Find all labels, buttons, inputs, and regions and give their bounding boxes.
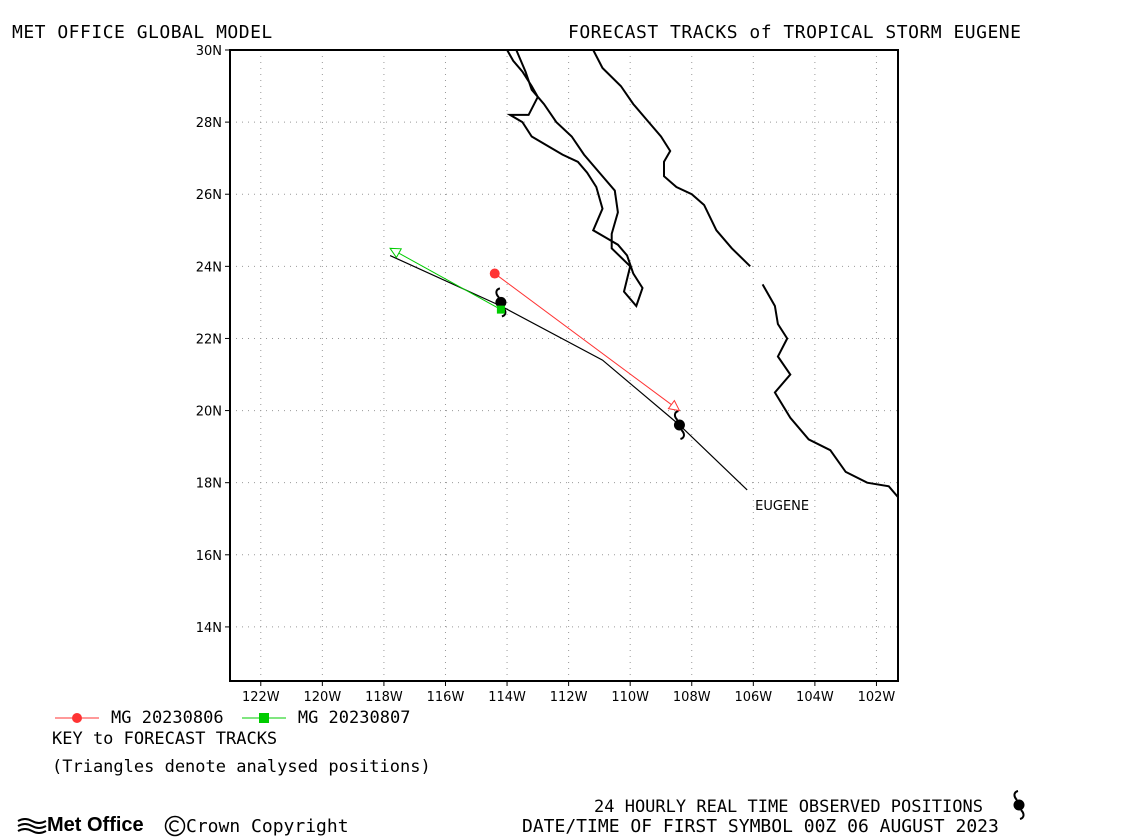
header-right-title: FORECAST TRACKS of TROPICAL STORM EUGENE bbox=[568, 22, 1022, 43]
map-axes: 30N 28N 26N 24N 22N 20N 18N 16N 14N 122W 120W 118W 1… bbox=[196, 44, 896, 705]
forecast-tracks bbox=[389, 247, 681, 412]
lat-label: 14N bbox=[196, 621, 222, 636]
lon-label: 122W bbox=[242, 690, 280, 705]
coastline bbox=[506, 49, 899, 498]
legend-marker-0807 bbox=[241, 713, 286, 723]
legend: MG 20230806 MG 20230807 bbox=[55, 708, 418, 730]
observed-positions-text: 24 HOURLY REAL TIME OBSERVED POSITIONS bbox=[594, 797, 983, 817]
key-note: (Triangles denote analysed positions) bbox=[52, 757, 431, 777]
legend-label-0806: MG 20230806 bbox=[111, 708, 224, 728]
first-symbol-datetime: DATE/TIME OF FIRST SYMBOL 00Z 06 AUGUST … bbox=[522, 816, 999, 837]
forecast-track-line bbox=[494, 273, 680, 411]
brand-text: Met Office bbox=[47, 814, 144, 836]
lon-label: 106W bbox=[734, 690, 772, 705]
lon-label: 120W bbox=[304, 690, 342, 705]
coastline-segment bbox=[761, 283, 899, 498]
lon-label: 114W bbox=[488, 690, 526, 705]
lat-label: 16N bbox=[196, 549, 222, 564]
lat-label: 24N bbox=[196, 260, 222, 275]
lat-label: 18N bbox=[196, 477, 222, 492]
observed-position-symbol bbox=[673, 410, 685, 440]
lon-label: 104W bbox=[796, 690, 834, 705]
hurricane-symbol-icon bbox=[1013, 790, 1025, 820]
key-title: KEY to FORECAST TRACKS bbox=[52, 729, 278, 749]
legend-label-0807: MG 20230807 bbox=[297, 708, 411, 728]
map-frame bbox=[229, 49, 899, 682]
forecast-track-start-marker bbox=[489, 268, 500, 279]
legend-marker-0806 bbox=[55, 713, 99, 723]
header-left-title: MET OFFICE GLOBAL MODEL bbox=[12, 22, 273, 43]
coastline-segment bbox=[592, 49, 751, 268]
observed-positions-note: 24 HOURLY REAL TIME OBSERVED POSITIONS bbox=[594, 790, 1035, 820]
coastline-segment bbox=[506, 49, 644, 308]
forecast-track-line bbox=[389, 247, 502, 311]
lon-label: 108W bbox=[673, 690, 711, 705]
copyright-text: Crown Copyright bbox=[186, 815, 349, 837]
lon-label: 102W bbox=[858, 690, 896, 705]
lon-label: 110W bbox=[611, 690, 649, 705]
forecast-track-start-marker bbox=[496, 305, 505, 314]
met-office-waves-icon bbox=[17, 817, 47, 834]
copyright: Crown Copyright bbox=[164, 815, 349, 837]
forecast-track-arrowhead bbox=[667, 399, 681, 412]
legend-item-0807: MG 20230807 bbox=[241, 708, 411, 728]
lat-label: 22N bbox=[196, 332, 222, 347]
storm-label: EUGENE bbox=[755, 499, 809, 514]
lon-label: 112W bbox=[550, 690, 588, 705]
lat-label: 28N bbox=[196, 116, 222, 131]
map-grid bbox=[230, 49, 898, 681]
legend-item-0806: MG 20230806 bbox=[55, 708, 224, 728]
lon-label: 118W bbox=[365, 690, 403, 705]
met-office-logo: Met Office bbox=[17, 814, 144, 837]
copyright-icon bbox=[164, 815, 186, 837]
forecast-track-arrowhead bbox=[389, 247, 403, 259]
lat-label: 20N bbox=[196, 405, 222, 420]
lat-label: 30N bbox=[196, 44, 222, 59]
lon-label: 116W bbox=[427, 690, 465, 705]
lat-label: 26N bbox=[196, 188, 222, 203]
